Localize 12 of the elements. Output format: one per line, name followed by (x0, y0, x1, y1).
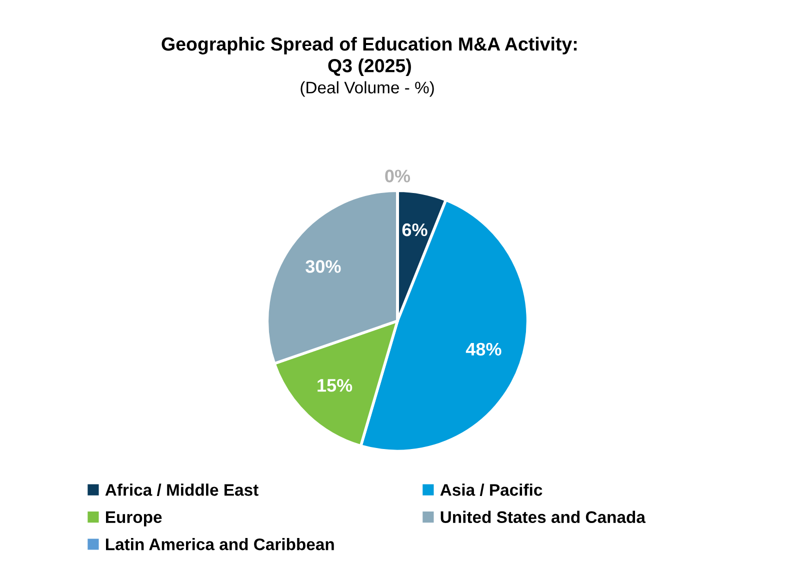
legend-label: Europe (106, 511, 162, 526)
legend-label: Africa / Middle East (105, 484, 258, 496)
data-label: 30% (306, 260, 341, 273)
chart-subtitle: (Deal Volume - %) (300, 81, 434, 97)
data-label: 48% (466, 342, 502, 356)
text: 0% (385, 170, 410, 182)
data-label: 15% (318, 379, 352, 392)
legend-label: Latin America and Caribbean (106, 538, 334, 550)
legend-label: United States and Canada (440, 510, 646, 524)
data-label: 6% (402, 223, 428, 236)
legend-label: Asia / Pacific (440, 484, 542, 496)
chart-title: Geographic Spread of Education M&A Activity: Q3 (2025) (162, 36, 577, 76)
